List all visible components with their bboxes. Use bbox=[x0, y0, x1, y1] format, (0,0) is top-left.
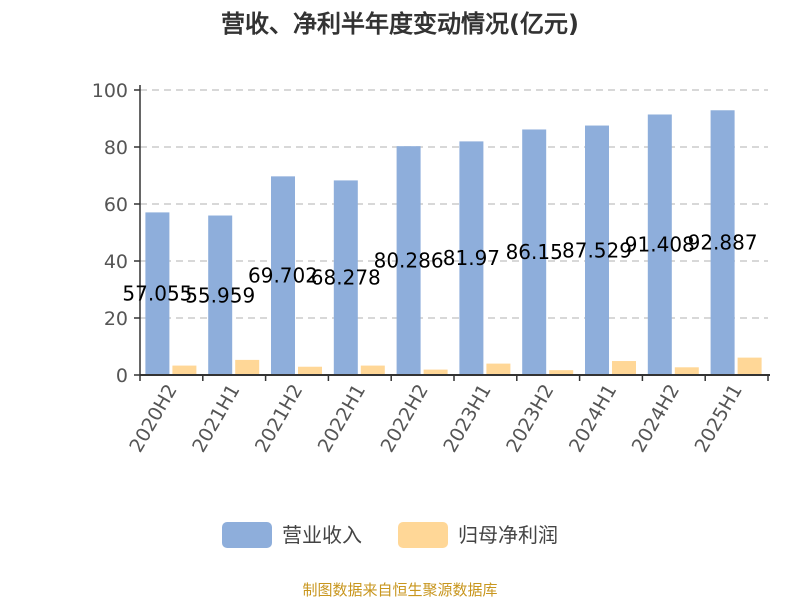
data-label-revenue: 81.97 bbox=[443, 246, 500, 270]
bar-revenue bbox=[208, 215, 233, 375]
bar-net-profit bbox=[612, 361, 636, 375]
x-tick-label: 2023H1 bbox=[439, 381, 495, 457]
legend: 营业收入 归母净利润 bbox=[222, 522, 558, 548]
x-tick-label: 2022H1 bbox=[314, 381, 370, 457]
bar-net-profit bbox=[360, 365, 385, 375]
y-tick-label: 80 bbox=[104, 137, 128, 159]
x-tick-label: 2024H1 bbox=[565, 381, 621, 457]
bar-net-profit bbox=[549, 370, 574, 375]
x-tick-label: 2020H2 bbox=[125, 381, 181, 457]
bar-revenue bbox=[333, 180, 358, 375]
bar-net-profit bbox=[298, 366, 322, 375]
bar-revenue bbox=[271, 176, 295, 375]
bar-net-profit bbox=[737, 357, 762, 375]
legend-swatch-profit[interactable] bbox=[398, 522, 448, 548]
bar-revenue bbox=[522, 129, 547, 375]
bar-revenue bbox=[459, 141, 484, 375]
chart-title: 营收、净利半年度变动情况(亿元) bbox=[221, 10, 579, 38]
data-label-revenue: 80.286 bbox=[374, 249, 444, 273]
x-tick-label: 2024H2 bbox=[628, 381, 684, 457]
bar-net-profit bbox=[674, 367, 699, 375]
data-label-revenue: 68.278 bbox=[311, 266, 381, 290]
data-label-revenue: 69.702 bbox=[248, 264, 318, 288]
x-tick-label: 2021H1 bbox=[188, 381, 244, 457]
data-label-revenue: 87.529 bbox=[562, 238, 632, 262]
data-label-revenue: 92.887 bbox=[688, 231, 758, 255]
data-label-revenue: 55.959 bbox=[185, 283, 255, 307]
legend-swatch-revenue[interactable] bbox=[222, 522, 272, 548]
bar-revenue bbox=[396, 146, 421, 375]
x-tick-label: 2022H2 bbox=[377, 381, 433, 457]
legend-label-profit[interactable]: 归母净利润 bbox=[458, 523, 558, 547]
y-tick-label: 40 bbox=[104, 251, 128, 273]
bar-revenue bbox=[710, 110, 735, 376]
y-tick-label: 60 bbox=[104, 194, 128, 216]
data-label-revenue: 91.408 bbox=[625, 233, 695, 257]
data-label-revenue: 86.15 bbox=[506, 240, 563, 264]
bar-net-profit bbox=[486, 363, 511, 375]
source-note: 制图数据来自恒生聚源数据库 bbox=[302, 581, 497, 599]
legend-label-revenue[interactable]: 营业收入 bbox=[282, 523, 362, 547]
bar-revenue bbox=[145, 212, 170, 375]
x-tick-label: 2025H1 bbox=[691, 381, 747, 457]
x-tick-label: 2021H2 bbox=[251, 381, 307, 457]
bar-net-profit bbox=[172, 365, 197, 375]
y-tick-label: 0 bbox=[116, 365, 128, 387]
bar-net-profit bbox=[423, 369, 448, 375]
x-tick-label: 2023H2 bbox=[502, 381, 558, 457]
bar-revenue bbox=[647, 114, 672, 376]
bar-revenue bbox=[585, 125, 609, 375]
data-label-revenue: 57.055 bbox=[122, 282, 192, 306]
y-tick-label: 20 bbox=[104, 308, 128, 330]
y-tick-label: 100 bbox=[92, 80, 128, 102]
bar-net-profit bbox=[235, 359, 260, 375]
